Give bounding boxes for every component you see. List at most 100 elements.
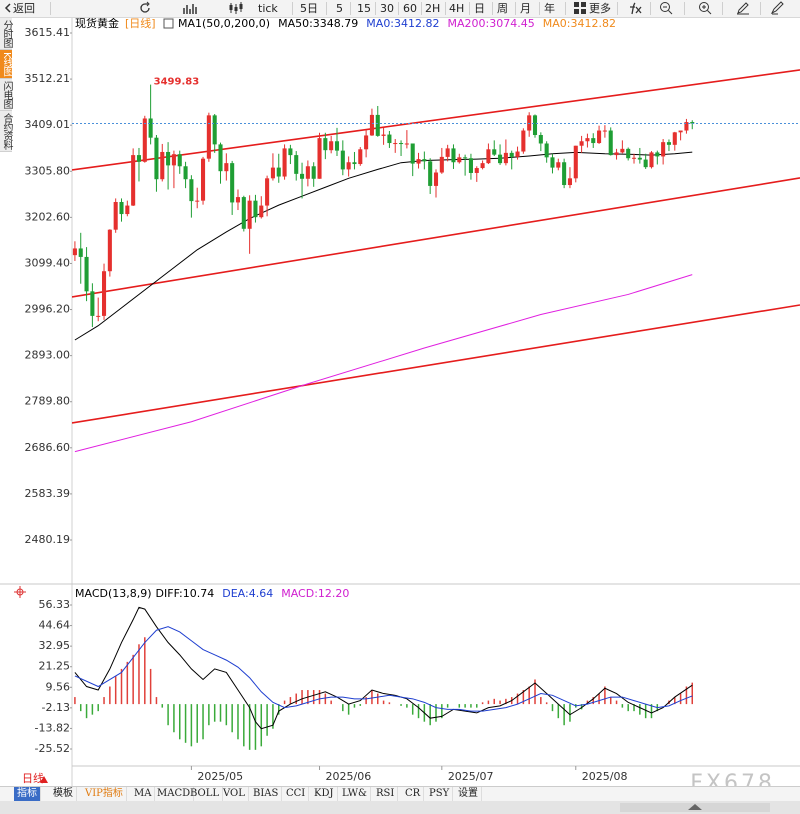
candle-body (433, 172, 439, 186)
candle-body (498, 154, 503, 164)
chart-type-button[interactable] (182, 1, 198, 15)
macd-bar (85, 704, 88, 719)
indicator-tab[interactable]: KDJ (311, 787, 338, 801)
indicator-tab[interactable]: RSI (373, 787, 399, 801)
separator (492, 2, 493, 15)
macd-bar (429, 704, 431, 726)
candle-body (655, 152, 660, 157)
trend-line (72, 69, 800, 171)
period-button[interactable]: 4H (449, 2, 465, 15)
macd-bar (685, 686, 688, 705)
macd-bar (149, 668, 152, 705)
macd-bar (243, 704, 245, 747)
candle-body (276, 167, 281, 177)
indicator-tabs: 指标 模板 VIP指标 MA MACD BOLL VOL BIAS CCI KD… (0, 786, 800, 801)
period-button[interactable]: 年 (544, 2, 555, 15)
candle-body (346, 162, 351, 170)
sidebar-tab-active[interactable]: K线图 (0, 50, 12, 79)
indicator-tab[interactable]: BIAS (250, 787, 283, 801)
pen-button[interactable] (770, 1, 784, 15)
indicator-tab[interactable]: BOLL (187, 787, 224, 801)
indicator-tab[interactable]: LW& (339, 787, 371, 801)
macd-bar (580, 704, 583, 710)
indicator-tab[interactable]: 设置 (455, 787, 482, 801)
more-button[interactable]: 更多 (589, 2, 611, 15)
y-tick-label: 2996.20 (25, 303, 71, 316)
period-button[interactable]: 5 (336, 2, 343, 15)
candle-body (265, 178, 270, 206)
candle-body (544, 143, 549, 158)
candle-body (282, 148, 287, 177)
macd-bar (371, 690, 373, 705)
separator (760, 2, 761, 15)
period-button[interactable]: 周 (497, 2, 508, 15)
y-tick-label: 9.56 (46, 680, 71, 693)
candle-body (294, 155, 299, 174)
indicator-tab[interactable]: VIP指标 (82, 787, 127, 801)
macd-bar (493, 698, 495, 705)
macd-bar (103, 697, 105, 705)
period-button[interactable]: 5日 (300, 2, 318, 15)
back-icon[interactable] (3, 1, 13, 15)
indicator-tab[interactable]: 指标 (14, 787, 41, 801)
period-button[interactable]: 2H (425, 2, 441, 15)
macd-bar (609, 697, 612, 705)
macd-bar (365, 697, 367, 705)
macd-icon[interactable] (14, 586, 26, 598)
indicator-tab[interactable]: MA (131, 787, 156, 801)
draw-button[interactable] (736, 1, 750, 15)
candle-body (288, 148, 293, 156)
period-button[interactable]: tick (258, 2, 278, 15)
indicator-tab[interactable]: MACD (154, 787, 195, 801)
period-label[interactable]: 日线 (22, 771, 44, 785)
back-button[interactable]: 返回 (13, 2, 35, 15)
x-tick-label: 2025/05 (197, 770, 243, 783)
candle-body (352, 162, 357, 165)
period-button[interactable]: 30 (380, 2, 394, 15)
candle-body (107, 229, 112, 272)
separator (326, 2, 327, 15)
more-icon[interactable] (573, 1, 587, 15)
candle-body (125, 205, 130, 215)
indicator-tab[interactable]: PSY (426, 787, 454, 801)
candle-body (72, 248, 77, 256)
candle-body (84, 256, 89, 292)
indicator-tab[interactable]: CCI (283, 787, 310, 801)
period-button[interactable]: 60 (403, 2, 417, 15)
zoom-out-button[interactable] (659, 1, 673, 15)
candle-button[interactable] (228, 1, 244, 15)
candle-body (259, 205, 264, 218)
candle-body (573, 145, 578, 179)
formula-button[interactable] (626, 1, 644, 15)
candle-body (78, 248, 83, 257)
legend-icon[interactable] (163, 18, 174, 29)
refresh-button[interactable] (138, 1, 152, 15)
indicator-tab[interactable]: VOL (220, 787, 249, 801)
macd-bar (79, 704, 82, 712)
indicator-tab[interactable]: CR (402, 787, 425, 801)
macd-bar (604, 686, 606, 705)
period-button[interactable]: 15 (357, 2, 371, 15)
macd-bar (237, 704, 239, 740)
period-arrow[interactable] (40, 776, 48, 783)
sidebar-tab[interactable]: 分时图 (0, 18, 12, 50)
candle-body (230, 163, 235, 203)
separator (350, 2, 351, 15)
indicator-tab[interactable]: 模板 (50, 787, 77, 801)
sidebar-tab[interactable]: 合约资料 (0, 110, 12, 152)
period-button[interactable]: 月 (520, 2, 531, 15)
sidebar-tab[interactable]: 闪电图 (0, 78, 12, 111)
legend-entry: MA1(50,0,200,0) (178, 17, 270, 30)
macd-line (74, 626, 693, 712)
candle-body (247, 200, 252, 229)
period-button[interactable]: 日 (474, 2, 485, 15)
chart-subtitle: [日线] (125, 16, 156, 30)
macd-bar (458, 704, 461, 708)
scroll-arrow[interactable] (688, 804, 702, 810)
candle-body (195, 200, 200, 202)
chart-title: 现货黄金 (75, 16, 119, 30)
zoom-in-button[interactable] (698, 1, 712, 15)
candle-body (562, 162, 567, 186)
candle-body (166, 151, 171, 166)
